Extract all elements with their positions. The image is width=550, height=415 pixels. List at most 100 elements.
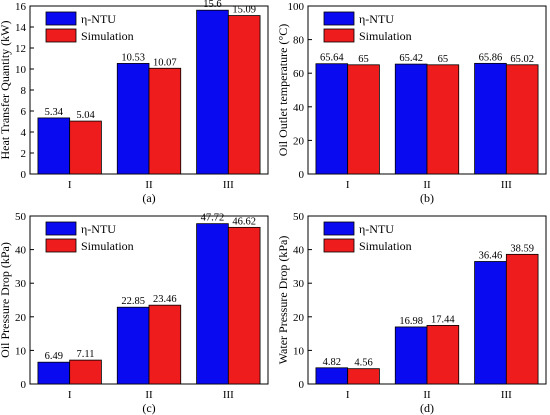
y-tick-label: 16 <box>15 1 27 13</box>
legend-swatch-eta-ntu <box>323 221 355 236</box>
legend-swatch-simulation <box>323 28 355 43</box>
bar-eta-ntu-I <box>37 361 71 385</box>
legend-label: Simulation <box>359 29 412 43</box>
bar-simulation-III <box>505 64 539 175</box>
y-tick-label: 4 <box>21 127 27 139</box>
x-tick-label: I <box>68 179 72 191</box>
x-tick-label: I <box>68 389 72 401</box>
bar-simulation-III <box>227 226 261 385</box>
bar-eta-ntu-I <box>37 117 71 175</box>
x-tick-label: III <box>501 179 512 191</box>
data-label: 65.64 <box>320 53 344 64</box>
legend-swatch-simulation <box>45 238 77 253</box>
y-tick-label: 40 <box>15 245 27 257</box>
data-label: 38.59 <box>510 243 534 254</box>
panel-label: (a) <box>142 191 155 205</box>
y-tick-label: 30 <box>293 278 305 290</box>
bar-eta-ntu-II <box>394 326 428 385</box>
y-tick-label: 100 <box>288 1 305 13</box>
legend-label: η-NTU <box>359 12 394 26</box>
y-tick-label: 60 <box>293 68 305 80</box>
bar-eta-ntu-II <box>116 63 150 175</box>
data-label: 65.42 <box>399 53 423 64</box>
data-label: 4.82 <box>323 357 341 368</box>
bar-eta-ntu-II <box>394 63 428 175</box>
bar-eta-ntu-I <box>315 63 349 175</box>
data-label: 10.07 <box>153 57 177 68</box>
data-label: 15.6 <box>203 0 221 10</box>
data-label: 65.86 <box>479 52 503 63</box>
data-label: 65 <box>358 54 369 65</box>
x-tick-label: II <box>423 389 431 401</box>
data-label: 5.04 <box>76 110 95 121</box>
bar-eta-ntu-III <box>196 223 229 385</box>
y-tick-label: 8 <box>21 85 27 97</box>
x-tick-label: I <box>346 179 350 191</box>
panel-label: (c) <box>142 401 155 415</box>
bar-simulation-III <box>505 253 539 385</box>
y-tick-label: 50 <box>15 211 27 223</box>
y-tick-label: 0 <box>21 379 27 391</box>
legend-swatch-simulation <box>323 238 355 253</box>
y-tick-label: 50 <box>293 211 305 223</box>
y-tick-label: 20 <box>293 312 305 324</box>
legend-swatch-eta-ntu <box>45 11 77 26</box>
bar-simulation-I <box>69 359 102 385</box>
data-label: 36.46 <box>479 250 503 261</box>
legend-swatch-simulation <box>45 28 77 43</box>
panel-label: (b) <box>420 191 434 205</box>
x-tick-label: II <box>145 179 153 191</box>
y-axis-label: Oil Pressure Drop (kPa) <box>0 242 12 358</box>
bar-simulation-II <box>148 67 182 175</box>
y-tick-label: 80 <box>293 35 305 47</box>
y-tick-label: 0 <box>299 379 305 391</box>
bar-simulation-I <box>347 64 380 175</box>
x-tick-label: II <box>145 389 153 401</box>
y-tick-label: 12 <box>15 43 26 55</box>
x-tick-label: III <box>223 389 234 401</box>
bar-simulation-II <box>426 325 460 385</box>
y-tick-label: 40 <box>293 245 305 257</box>
data-label: 16.98 <box>399 316 423 327</box>
bar-eta-ntu-III <box>474 261 507 385</box>
y-tick-label: 10 <box>15 345 27 357</box>
y-tick-label: 20 <box>293 135 305 147</box>
legend-label: η-NTU <box>81 12 116 26</box>
data-label: 7.11 <box>77 349 95 360</box>
y-axis-label: Oil Outlet temperature (°C) <box>276 24 290 156</box>
bar-simulation-II <box>426 64 460 175</box>
legend-label: Simulation <box>359 239 412 253</box>
data-label: 4.56 <box>354 358 372 369</box>
chart-panel-b: 0 20 40 60 80 100 Oil Outlet temperature (°C) I… <box>276 1 547 205</box>
data-label: 22.85 <box>121 296 145 307</box>
x-tick-label: III <box>223 179 234 191</box>
y-tick-label: 0 <box>299 169 305 181</box>
data-label: 17.44 <box>431 314 455 325</box>
y-axis-label: Water Pressure Drop (kPa) <box>276 236 290 365</box>
y-tick-label: 40 <box>293 102 305 114</box>
panel-label: (d) <box>420 401 434 415</box>
y-tick-label: 20 <box>15 312 27 324</box>
legend-swatch-eta-ntu <box>323 11 355 26</box>
bar-simulation-I <box>347 368 380 385</box>
y-axis-label: Heat Transfer Quantity (kW) <box>0 21 12 160</box>
x-tick-label: II <box>423 179 431 191</box>
legend-label: η-NTU <box>81 222 116 236</box>
y-tick-label: 10 <box>15 64 27 76</box>
y-tick-label: 10 <box>293 345 305 357</box>
data-label: 47.72 <box>201 213 225 224</box>
bar-eta-ntu-III <box>474 62 507 175</box>
bar-eta-ntu-I <box>315 367 349 385</box>
y-tick-label: 0 <box>21 169 27 181</box>
legend-swatch-eta-ntu <box>45 221 77 236</box>
bar-eta-ntu-II <box>116 306 150 385</box>
data-label: 6.49 <box>45 351 63 362</box>
y-tick-label: 14 <box>15 22 27 34</box>
legend-label: Simulation <box>81 29 134 43</box>
chart-panel-c: 0 10 20 30 40 50 Oil Pressure Drop (kPa) I 6.49 7… <box>0 211 269 415</box>
chart-panel-d: 0 10 20 30 40 50 Water Pressure Drop (kPa) I 4.8… <box>276 211 547 415</box>
data-label: 5.34 <box>45 107 64 118</box>
legend-label: Simulation <box>81 239 134 253</box>
data-label: 65.02 <box>510 54 534 65</box>
